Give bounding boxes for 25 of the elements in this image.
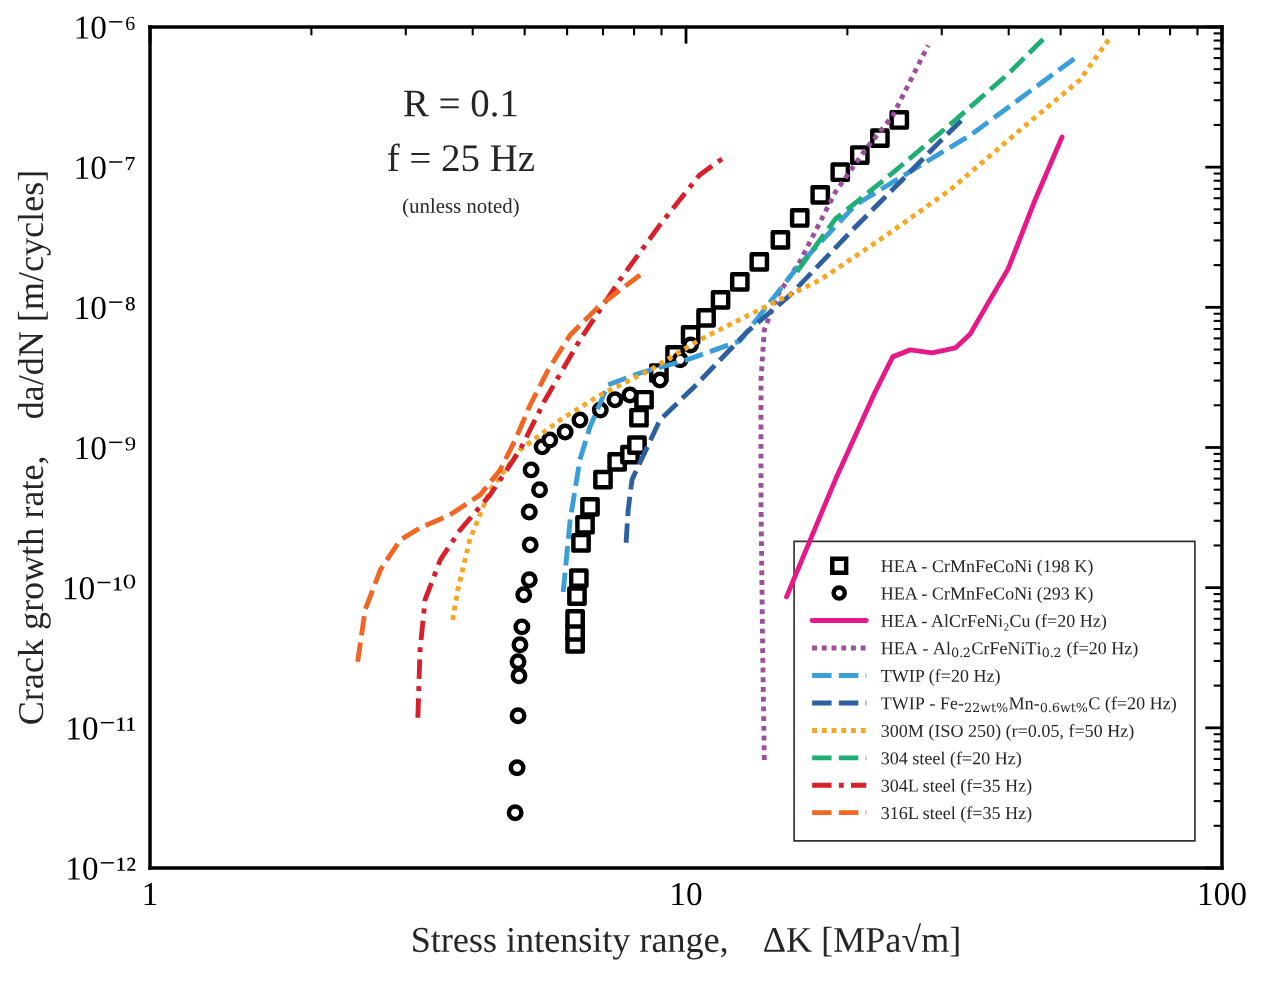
y-tick-label: 10⁻¹⁰ xyxy=(64,574,136,600)
legend-label: HEA - AlCrFeNi₂Cu (f=20 Hz) xyxy=(881,614,1107,631)
y-tick-label: 10⁻¹² xyxy=(68,857,136,880)
x-axis-title: Stress intensity range, ΔK [MPa√m] xyxy=(413,923,959,960)
y-tick-label: 10⁻⁹ xyxy=(76,436,136,460)
y-tick-label: 10⁻⁸ xyxy=(76,296,135,320)
x-tick-label: 10 xyxy=(672,882,702,906)
legend-label: 300M (ISO 250) (r=0.05, f=50 Hz) xyxy=(881,724,1134,741)
legend-label: 304 steel (f=20 Hz) xyxy=(881,751,1021,769)
y-tick-label: 10⁻¹¹ xyxy=(68,717,135,740)
legend-label: 304L steel (f=35 Hz) xyxy=(881,778,1032,796)
annotation: (unless noted) xyxy=(403,198,519,218)
legend-label: HEA - CrMnFeCoNi (293 K) xyxy=(881,586,1093,604)
x-tick-label: 1 xyxy=(144,883,157,906)
legend-label: 316L steel (f=35 Hz) xyxy=(881,806,1032,823)
y-axis-title: Crack growth rate, da/dN [m/cycles] xyxy=(17,172,51,724)
legend-label: TWIP - Fe-$_{22wt%}$Mn-$_{0.6wt%}$C (f=20 Hz) xyxy=(881,696,1176,714)
legend-label: HEA - Al$_{0.2}$CrFeNiTi$_{0.2}$ (f=20 Hz) xyxy=(881,641,1138,659)
annotation: R = 0.1 xyxy=(404,90,517,117)
y-tick-label: 10⁻⁶ xyxy=(76,16,135,39)
x-tick-label: 100 xyxy=(1199,882,1246,906)
legend-label: HEA - CrMnFeCoNi (198 K) xyxy=(881,559,1093,576)
legend-label: TWIP (f=20 Hz) xyxy=(881,669,1000,686)
annotation: f = 25 Hz xyxy=(387,143,534,172)
y-tick-label: 10⁻⁷ xyxy=(76,156,135,180)
